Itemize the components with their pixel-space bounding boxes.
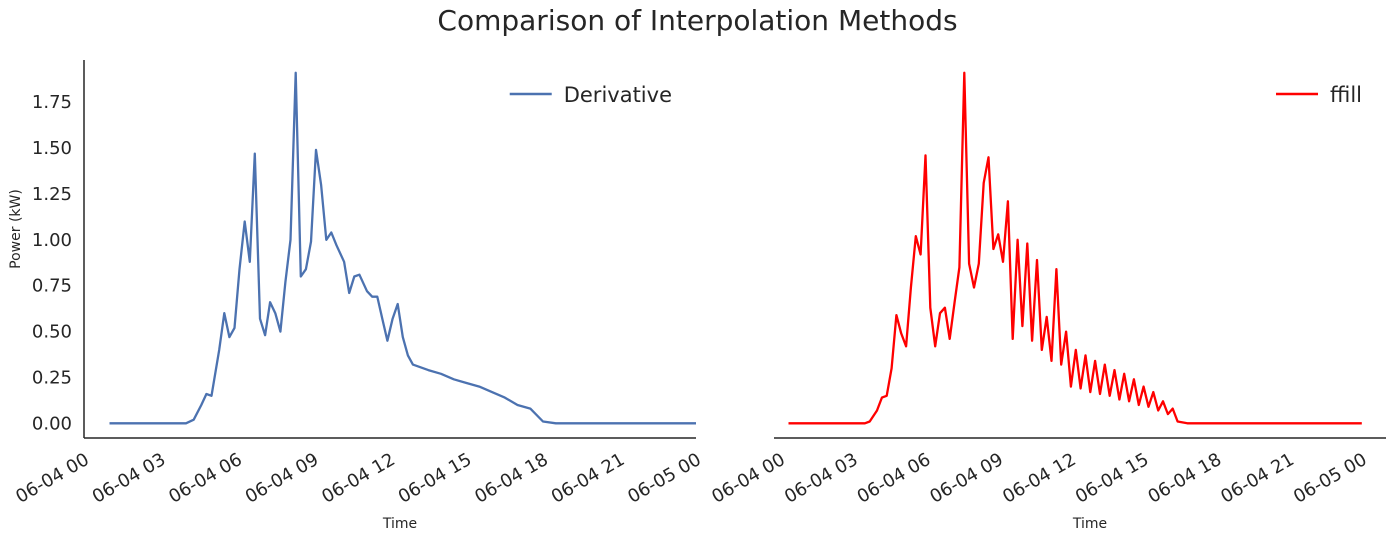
figure-title: Comparison of Interpolation Methods bbox=[437, 4, 958, 37]
series-line-derivative bbox=[109, 71, 696, 425]
x-tick-label: 06-04 18 bbox=[471, 449, 552, 508]
x-axis-label: Time bbox=[382, 516, 417, 532]
x-tick-label: 06-04 21 bbox=[548, 449, 629, 508]
x-tick-label: 06-04 00 bbox=[708, 449, 789, 508]
x-tick-label: 06-04 03 bbox=[781, 449, 862, 508]
x-tick-label: 06-04 18 bbox=[1145, 449, 1226, 508]
y-tick-label: 1.00 bbox=[32, 230, 72, 251]
y-tick-label: 1.25 bbox=[32, 184, 72, 205]
x-axis-label: Time bbox=[1072, 516, 1107, 532]
x-tick-label: 06-04 06 bbox=[854, 449, 935, 508]
y-tick-label: 0.25 bbox=[32, 367, 72, 388]
y-tick-label: 1.50 bbox=[32, 138, 72, 159]
x-tick-label: 06-04 21 bbox=[1217, 449, 1298, 508]
legend-label: ffill bbox=[1330, 83, 1362, 107]
x-tick-label: 06-04 06 bbox=[165, 449, 246, 508]
y-axis-label: Power (kW) bbox=[8, 189, 24, 269]
x-tick-label: 06-04 09 bbox=[242, 449, 323, 508]
y-tick-label: 0.50 bbox=[32, 322, 72, 343]
y-tick-label: 0.75 bbox=[32, 276, 72, 297]
x-tick-label: 06-04 09 bbox=[926, 449, 1007, 508]
y-tick-label: 0.00 bbox=[32, 413, 72, 434]
x-tick-label: 06-04 15 bbox=[395, 449, 476, 508]
y-tick-label: 1.75 bbox=[32, 92, 72, 113]
legend-label: Derivative bbox=[564, 83, 672, 107]
x-tick-label: 06-04 00 bbox=[12, 449, 93, 508]
x-tick-label: 06-05 00 bbox=[1290, 449, 1371, 508]
x-tick-label: 06-04 12 bbox=[999, 449, 1080, 508]
x-tick-label: 06-04 03 bbox=[89, 449, 170, 508]
x-tick-label: 06-04 15 bbox=[1072, 449, 1153, 508]
x-tick-label: 06-04 12 bbox=[318, 449, 399, 508]
series-line-ffill bbox=[788, 71, 1362, 425]
x-tick-label: 06-05 00 bbox=[624, 449, 705, 508]
